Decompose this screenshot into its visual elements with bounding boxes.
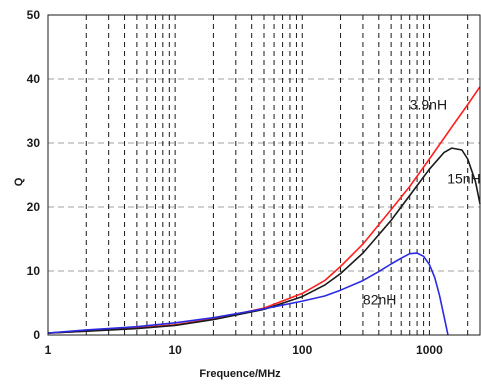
series-line-82nH (47, 252, 449, 336)
y-tick-label: 20 (27, 200, 41, 214)
y-tick-label: 50 (27, 8, 41, 22)
x-tick-label: 1 (45, 343, 52, 357)
grid (48, 15, 480, 335)
x-tick-label: 1000 (416, 343, 443, 357)
y-tick-label: 30 (27, 136, 41, 150)
series-label: 15nH (447, 170, 480, 186)
x-tick-label: 100 (292, 343, 312, 357)
x-tick-labels: 1 10 100 1000 (45, 343, 443, 357)
x-axis-title: Frequence/MHz (199, 368, 281, 380)
y-axis-title: Q (13, 177, 25, 186)
series-lines (47, 86, 481, 336)
y-tick-labels: 0 10 20 30 40 50 (27, 8, 41, 342)
y-tick-label: 10 (27, 264, 41, 278)
series-label: 3.9nH (410, 97, 447, 113)
series-line-15nH (47, 147, 481, 334)
series-labels: 3.9nH 15nH 82nH (363, 97, 481, 308)
y-tick-label: 0 (33, 328, 40, 342)
plot-area-frame (47, 14, 481, 336)
series-label: 82nH (363, 291, 396, 307)
x-tick-label: 10 (168, 343, 182, 357)
y-tick-label: 40 (27, 72, 41, 86)
